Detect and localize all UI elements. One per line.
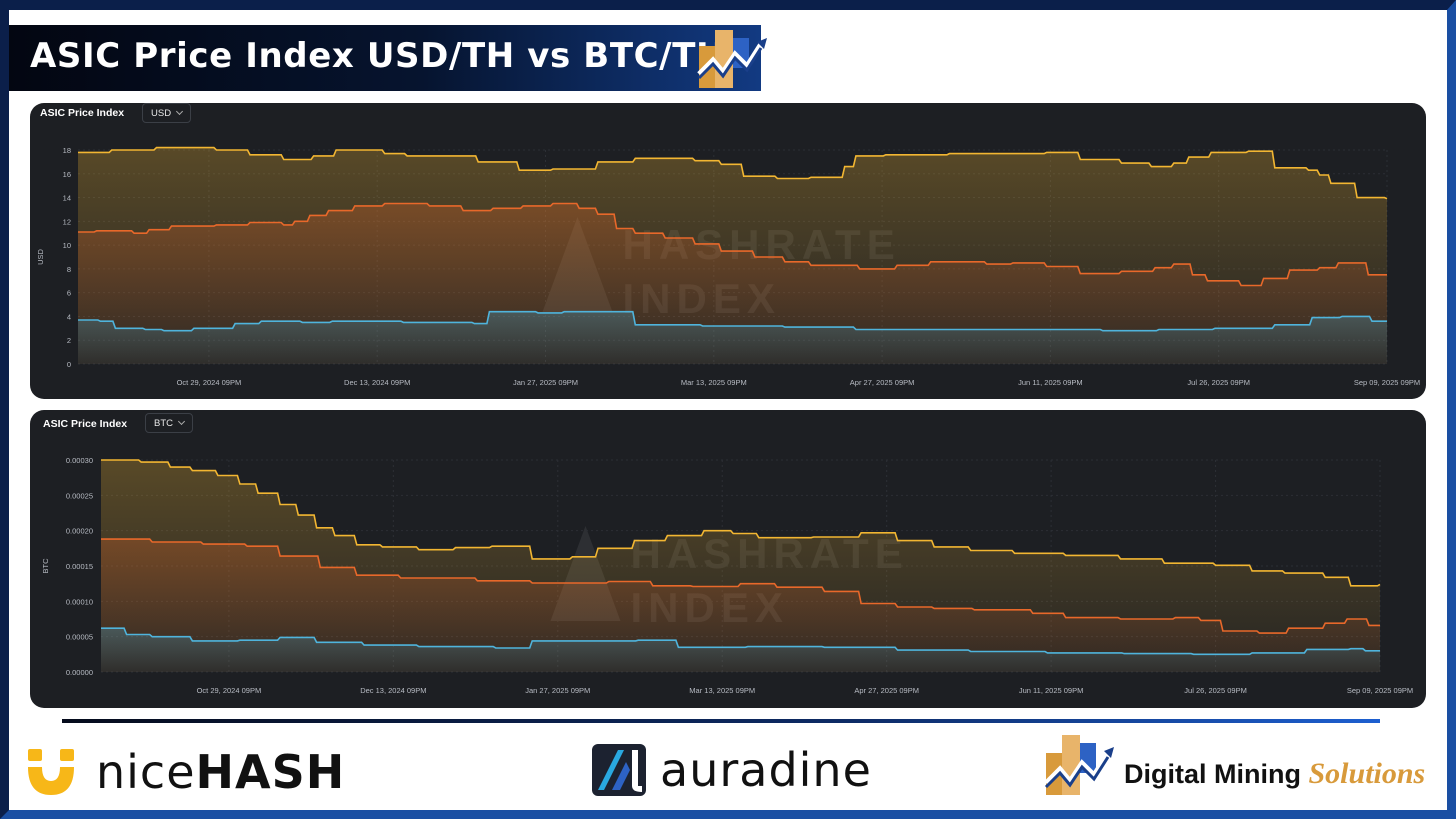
page-title: ASIC Price Index USD/TH vs BTC/TH	[30, 36, 726, 76]
y-tick-label: 0.00025	[66, 491, 93, 500]
x-tick-label: Dec 13, 2024 09PM	[360, 686, 426, 695]
y-tick-label: 0.00020	[66, 527, 93, 536]
usd-unit-selector[interactable]: USD	[142, 103, 192, 123]
usd-unit-label: USD	[151, 108, 172, 119]
y-tick-label: 0.00010	[66, 597, 93, 606]
x-tick-label: Apr 27, 2025 09PM	[850, 378, 915, 387]
usd-area-chart: HASHRATEINDEX024681012141618Oct 29, 2024…	[36, 146, 1420, 387]
auradine-logo-icon	[592, 744, 646, 796]
x-tick-label: Jan 27, 2025 09PM	[525, 686, 590, 695]
btc-area-chart: HASHRATEINDEX0.000000.000050.000100.0001…	[41, 456, 1413, 695]
x-tick-label: Jul 26, 2025 09PM	[1184, 686, 1247, 695]
footer-divider	[62, 719, 1380, 723]
y-tick-label: 8	[67, 265, 71, 274]
x-tick-label: Dec 13, 2024 09PM	[344, 378, 410, 387]
series-area	[101, 628, 1380, 672]
series-line	[78, 202, 1387, 287]
title-banner	[9, 25, 761, 91]
y-axis-label: USD	[36, 249, 45, 265]
nicehash-logo-icon	[28, 749, 74, 795]
y-tick-label: 0.00015	[66, 562, 93, 571]
digital-mining-footer-logo-icon	[1044, 735, 1114, 795]
digital-mining-logo-icon	[697, 30, 767, 88]
x-tick-label: Sep 09, 2025 09PM	[1347, 686, 1413, 695]
y-tick-label: 6	[67, 289, 71, 298]
auradine-wordmark: auradine	[660, 743, 872, 797]
nicehash-prefix: nice	[96, 745, 196, 799]
x-tick-label: Oct 29, 2024 09PM	[177, 378, 242, 387]
x-tick-label: Oct 29, 2024 09PM	[197, 686, 262, 695]
dms-main-text: Digital Mining	[1124, 759, 1309, 789]
x-tick-label: Jul 26, 2025 09PM	[1187, 378, 1250, 387]
series-area	[78, 311, 1387, 364]
nicehash-suffix: HASH	[195, 745, 346, 799]
btc-chart-panel: ASIC Price Index BTC HASHRATEINDEX0.0000…	[30, 410, 1426, 708]
series-area	[101, 539, 1380, 672]
y-tick-label: 0	[67, 360, 71, 369]
y-tick-label: 12	[63, 217, 71, 226]
y-axis-label: BTC	[41, 558, 50, 574]
y-tick-label: 16	[63, 170, 71, 179]
x-tick-label: Apr 27, 2025 09PM	[854, 686, 919, 695]
x-tick-label: Jun 11, 2025 09PM	[1018, 378, 1083, 387]
x-tick-label: Jan 27, 2025 09PM	[513, 378, 578, 387]
series-line	[101, 627, 1380, 656]
x-tick-label: Mar 13, 2025 09PM	[689, 686, 755, 695]
usd-panel-title: ASIC Price Index	[40, 107, 125, 119]
y-tick-label: 10	[63, 241, 71, 250]
series-line	[78, 310, 1387, 332]
dms-accent-text: Solutions	[1308, 757, 1426, 790]
usd-chart-panel: ASIC Price Index USD HASHRATEINDEX024681…	[30, 103, 1426, 399]
dms-wordmark: Digital Mining Solutions	[1124, 757, 1425, 791]
btc-unit-label: BTC	[154, 418, 173, 429]
btc-panel-title: ASIC Price Index	[43, 418, 128, 430]
series-line	[101, 538, 1380, 634]
y-tick-label: 14	[63, 194, 71, 203]
y-tick-label: 18	[63, 146, 71, 155]
y-tick-label: 4	[67, 312, 71, 321]
y-tick-label: 2	[67, 336, 71, 345]
nicehash-wordmark: niceHASH	[96, 745, 345, 799]
y-tick-label: 0.00005	[66, 633, 93, 642]
x-tick-label: Jun 11, 2025 09PM	[1019, 686, 1084, 695]
y-tick-label: 0.00000	[66, 668, 93, 677]
btc-unit-selector[interactable]: BTC	[145, 413, 193, 433]
series-line	[78, 146, 1388, 200]
x-tick-label: Mar 13, 2025 09PM	[681, 378, 747, 387]
y-tick-label: 0.00030	[66, 456, 93, 465]
series-line	[101, 459, 1381, 587]
x-tick-label: Sep 09, 2025 09PM	[1354, 378, 1420, 387]
